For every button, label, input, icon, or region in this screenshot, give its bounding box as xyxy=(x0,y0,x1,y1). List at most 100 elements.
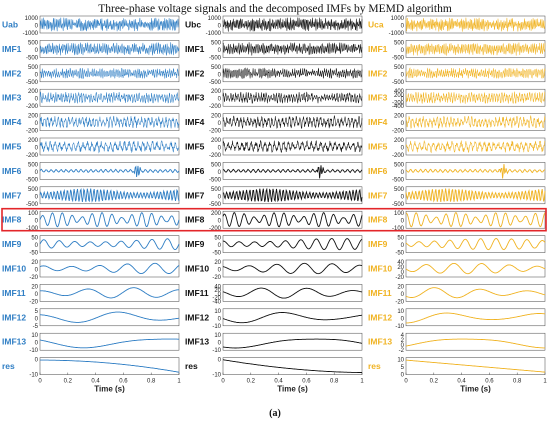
y-tick-label: 0 xyxy=(218,358,222,364)
axes-frame xyxy=(222,186,363,205)
y-tick-label: 0 xyxy=(35,316,39,322)
x-tick-label: 0 xyxy=(221,379,225,385)
axes-frame xyxy=(405,162,546,180)
axes-frame xyxy=(405,235,546,253)
signal-trace xyxy=(405,42,546,56)
y-tick-label: -10 xyxy=(29,373,38,379)
row-imf12: IMF12 100 -10 xyxy=(368,308,546,330)
signal-trace xyxy=(222,139,363,153)
y-tick-label: -2 xyxy=(399,348,405,354)
x-tick-label: 0 xyxy=(404,379,408,385)
row-imf10: IMF10 20 0-20 xyxy=(185,259,363,281)
y-tick-label: 500 xyxy=(211,40,222,46)
y-tick-label: 0 xyxy=(401,243,405,249)
y-tick-label: 10 xyxy=(397,358,404,364)
y-tick-label: 200 xyxy=(211,138,222,144)
y-tick-label: -200 xyxy=(209,129,222,135)
y-tick-label: -200 xyxy=(209,153,222,159)
y-tick-label: 50 xyxy=(31,236,38,242)
y-tick-label: 10 xyxy=(214,309,221,315)
y-tick-label: 0 xyxy=(35,97,39,103)
axes-frame xyxy=(222,259,363,278)
row-label: IMF8 xyxy=(368,215,388,225)
y-tick-label: 0 xyxy=(35,341,39,347)
y-tick-label: -10 xyxy=(212,373,221,379)
y-tick-label: 20 xyxy=(31,284,38,290)
signal-trace xyxy=(39,311,180,323)
y-tick-label: 200 xyxy=(394,93,405,99)
signal-trace xyxy=(222,165,363,179)
y-tick-label: 0 xyxy=(35,219,39,225)
y-tick-label: -200 xyxy=(392,129,405,135)
y-tick-label: 0 xyxy=(401,121,405,127)
x-tick-label: 0.8 xyxy=(330,379,339,385)
y-tick-label: 500 xyxy=(211,162,222,168)
signal-trace xyxy=(222,359,362,373)
x-tick-label: 0.2 xyxy=(247,379,256,385)
y-tick-label: 500 xyxy=(211,187,222,193)
row-imf10: IMF10 20 0-20 xyxy=(2,259,180,281)
signal-trace xyxy=(405,188,546,203)
y-tick-label: -500 xyxy=(209,80,222,86)
row-label: res xyxy=(2,361,15,371)
phase-panels: Uab10000-1000IMF15000-500IMF25000-500IMF… xyxy=(2,15,547,394)
row-label: IMF10 xyxy=(368,264,392,274)
y-tick-label: 500 xyxy=(211,65,222,71)
y-tick-label: 10 xyxy=(214,333,221,339)
x-tick-label: 0.8 xyxy=(147,379,156,385)
row-uca: Uca 1000 0-1000 xyxy=(368,15,546,37)
signal-trace xyxy=(406,312,546,324)
y-tick-label: -400 xyxy=(392,104,405,110)
y-tick-label: 200 xyxy=(394,114,405,120)
row-label: IMF2 xyxy=(368,68,388,78)
signal-trace xyxy=(39,115,180,129)
signal-trace xyxy=(40,287,179,299)
y-tick-label: 0 xyxy=(401,170,405,176)
axes-frame xyxy=(405,64,546,83)
row-label: IMF5 xyxy=(185,142,205,152)
row-imf3: IMF3 200 0-200 xyxy=(185,88,363,110)
row-imf6: IMF6 500 0-500 xyxy=(368,162,546,183)
x-axis-label: Time (s) xyxy=(460,385,491,394)
row-label: IMF6 xyxy=(368,166,388,176)
row-label: IMF12 xyxy=(2,312,26,322)
y-tick-label: 0 xyxy=(218,219,222,225)
row-imf11: IMF11 20 0-20 xyxy=(2,284,180,305)
row-label: IMF9 xyxy=(2,239,22,249)
y-tick-label: 0 xyxy=(401,72,405,78)
row-label: IMF9 xyxy=(368,239,388,249)
y-tick-label: 0 xyxy=(218,97,222,103)
axes-frame xyxy=(222,284,363,302)
row-label: IMF8 xyxy=(185,215,205,225)
y-tick-label: -10 xyxy=(395,324,404,330)
row-label: IMF1 xyxy=(368,44,388,54)
row-label: IMF7 xyxy=(2,190,22,200)
row-label: IMF3 xyxy=(2,93,22,103)
y-tick-label: 0 xyxy=(35,243,39,249)
x-tick-label: 0.6 xyxy=(119,379,128,385)
row-label: IMF13 xyxy=(2,337,26,347)
signal-trace xyxy=(405,17,546,32)
x-tick-label: 0 xyxy=(38,379,42,385)
signal-trace xyxy=(39,338,179,349)
y-tick-label: -50 xyxy=(212,251,221,257)
row-label: IMF7 xyxy=(185,190,205,200)
y-tick-label: -20 xyxy=(395,299,404,305)
axes-frame xyxy=(39,308,180,327)
y-tick-label: 0 xyxy=(35,121,39,127)
row-label: IMF1 xyxy=(2,44,22,54)
row-label: IMF6 xyxy=(185,166,205,176)
signal-trace xyxy=(405,238,546,251)
signal-trace xyxy=(405,338,545,349)
signal-trace xyxy=(405,212,546,228)
y-tick-label: -200 xyxy=(392,153,405,159)
axes-frame xyxy=(39,137,180,156)
y-tick-label: -500 xyxy=(26,202,39,208)
